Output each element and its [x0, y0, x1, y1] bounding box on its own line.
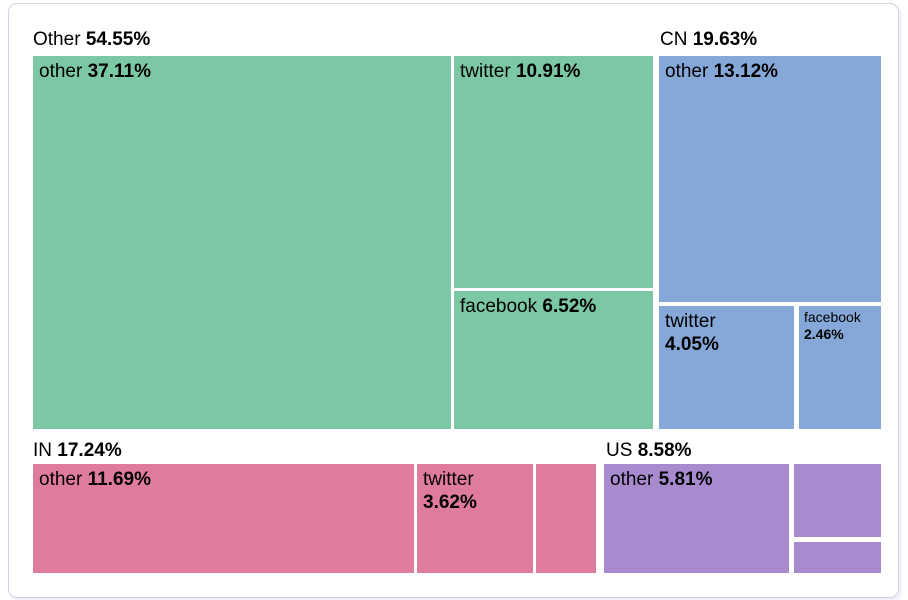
cell-label: other [610, 469, 654, 490]
cell-us-twitter[interactable] [794, 464, 881, 537]
cell-cn-twitter[interactable]: twitter 4.05% [659, 306, 794, 429]
cell-us-other[interactable]: other 5.81% [604, 464, 789, 573]
cell-in-twitter[interactable]: twitter 3.62% [417, 464, 533, 573]
treemap-card: Other 54.55% other 37.11% twitter 10.91%… [8, 3, 899, 598]
cell-value: 10.91% [515, 61, 581, 82]
cell-label: facebook [804, 309, 861, 325]
cell-value: 4.05% [665, 334, 719, 355]
cell-cn-facebook[interactable]: facebook 2.46% [799, 306, 881, 429]
cell-label: facebook [460, 296, 538, 317]
cell-label: twitter [665, 311, 716, 332]
group-header-us: US 8.58% [606, 438, 692, 463]
group-header-cn: CN 19.63% [660, 27, 757, 52]
cell-label: twitter [460, 61, 511, 82]
cell-us-facebook[interactable] [794, 542, 881, 573]
cell-other-twitter[interactable]: twitter 10.91% [454, 56, 653, 288]
cell-value: 2.46% [804, 326, 844, 342]
cell-in-other[interactable]: other 11.69% [33, 464, 414, 573]
group-label: US [606, 440, 633, 461]
cell-other-facebook[interactable]: facebook 6.52% [454, 291, 653, 429]
cell-label: other [665, 61, 709, 82]
cell-label: twitter [423, 469, 474, 490]
cell-label: other [39, 469, 83, 490]
group-value: 19.63% [692, 29, 758, 50]
group-value: 54.55% [85, 29, 151, 50]
group-value: 8.58% [637, 440, 692, 461]
cell-value: 13.12% [713, 61, 779, 82]
group-label: Other [33, 29, 81, 50]
group-label: IN [33, 440, 52, 461]
cell-value: 6.52% [542, 296, 597, 317]
cell-value: 5.81% [658, 469, 713, 490]
cell-other-other[interactable]: other 37.11% [33, 56, 451, 429]
group-value: 17.24% [57, 440, 122, 461]
cell-cn-other[interactable]: other 13.12% [659, 56, 881, 302]
cell-value: 11.69% [87, 469, 151, 490]
group-label: CN [660, 29, 688, 50]
cell-label: other [39, 61, 83, 82]
group-header-in: IN 17.24% [33, 438, 122, 463]
cell-in-facebook[interactable] [536, 464, 596, 573]
group-header-other: Other 54.55% [33, 27, 150, 52]
cell-value: 3.62% [423, 492, 477, 513]
cell-value: 37.11% [87, 61, 151, 82]
